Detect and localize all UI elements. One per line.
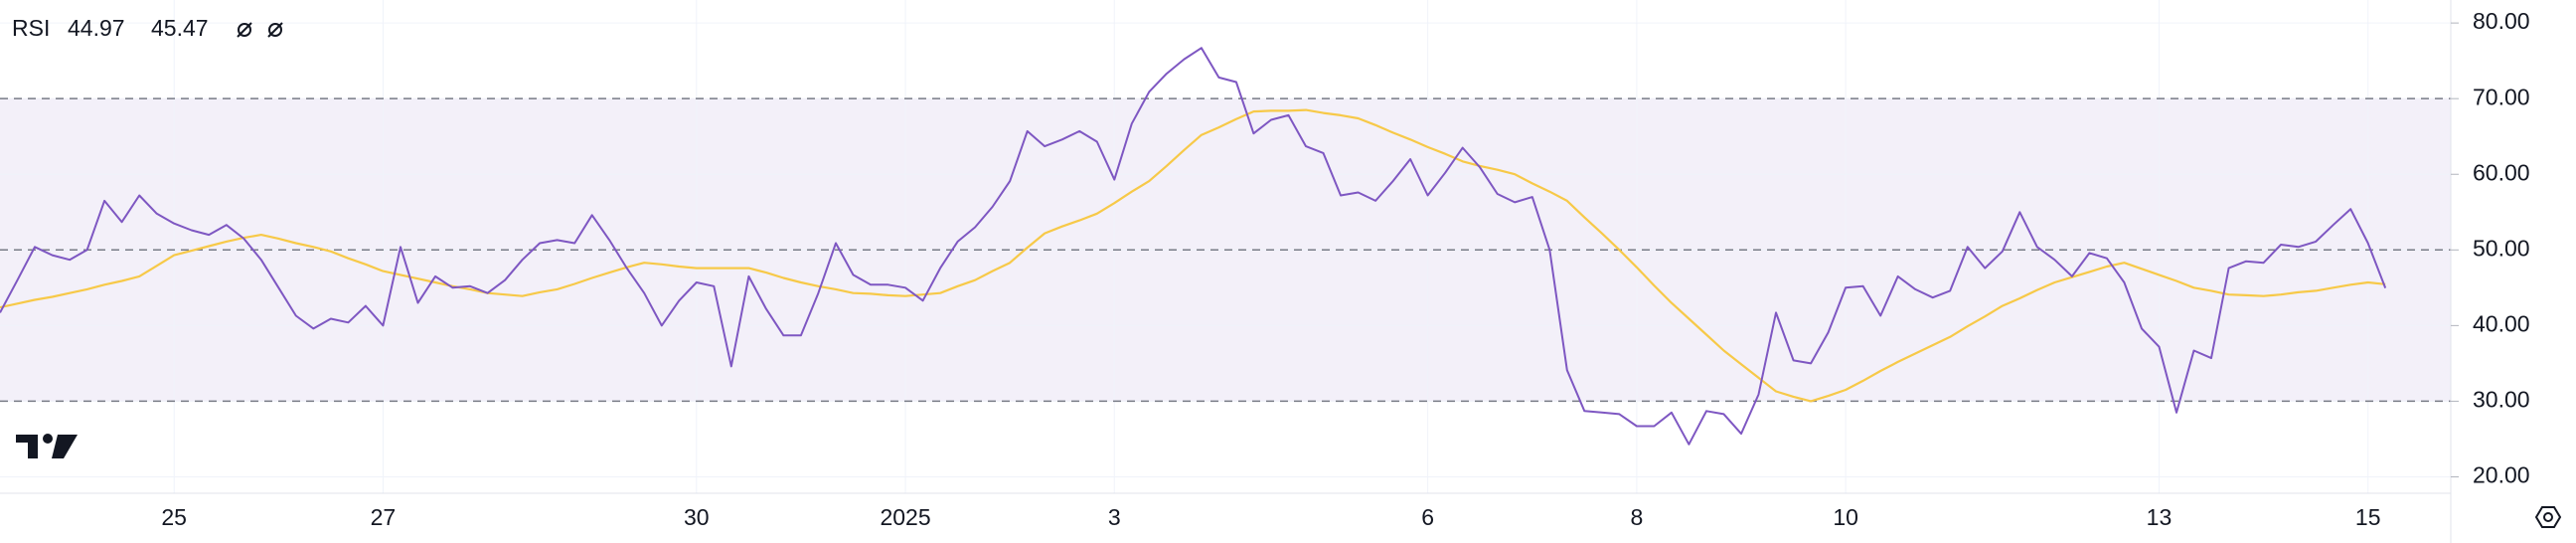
x-tick-label: 27: [371, 504, 397, 530]
y-tick-label: 20.00: [2473, 462, 2530, 488]
hidden-icon[interactable]: [237, 22, 252, 38]
x-tick-label: 6: [1421, 504, 1434, 530]
y-tick-label: 40.00: [2473, 310, 2530, 336]
rsi-ma-line: [0, 108, 2386, 403]
x-tick-label: 15: [2355, 504, 2381, 530]
indicator-title: RSI: [12, 15, 50, 41]
plot-area: [0, 0, 2451, 493]
settings-icon[interactable]: [2534, 506, 2562, 528]
legend-value: 44.97: [68, 15, 125, 41]
y-tick-label: 80.00: [2473, 8, 2530, 34]
rsi-line: [0, 47, 2387, 446]
x-tick-label: 3: [1108, 504, 1121, 530]
x-tick-label: 30: [684, 504, 710, 530]
x-tick-label: 25: [161, 504, 187, 530]
hidden-icon[interactable]: [267, 22, 283, 38]
x-tick-label: 8: [1630, 504, 1643, 530]
y-tick-label: 60.00: [2473, 159, 2530, 185]
x-tick-label: 10: [1833, 504, 1858, 530]
y-tick-label: 70.00: [2473, 84, 2530, 109]
tradingview-logo[interactable]: [16, 434, 78, 458]
y-tick-label: 30.00: [2473, 387, 2530, 413]
x-tick-label: 2025: [880, 504, 930, 530]
legend-value: 45.47: [151, 15, 209, 41]
y-tick-label: 50.00: [2473, 235, 2530, 261]
x-tick-label: 13: [2147, 504, 2173, 530]
